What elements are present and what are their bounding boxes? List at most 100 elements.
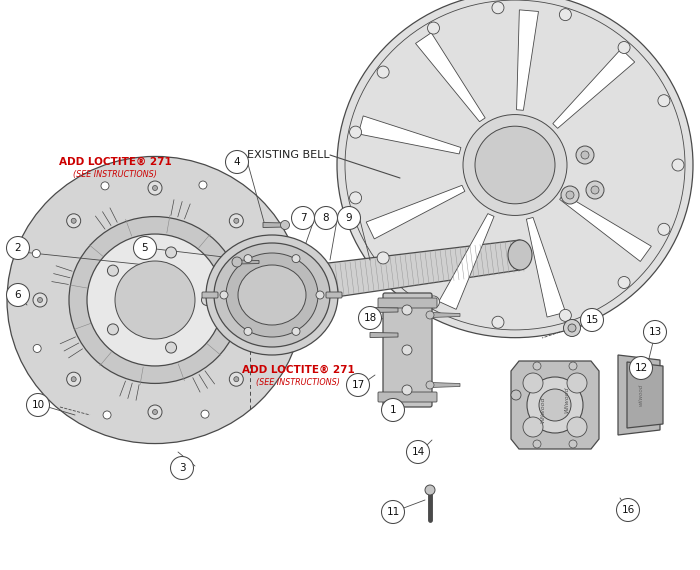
Polygon shape bbox=[627, 362, 663, 428]
Circle shape bbox=[316, 291, 324, 299]
Circle shape bbox=[658, 223, 670, 235]
Circle shape bbox=[38, 298, 43, 303]
Polygon shape bbox=[366, 185, 465, 239]
Ellipse shape bbox=[238, 265, 306, 325]
Ellipse shape bbox=[7, 156, 303, 443]
Text: 5: 5 bbox=[141, 243, 148, 253]
Circle shape bbox=[220, 291, 228, 299]
Circle shape bbox=[428, 296, 440, 308]
Circle shape bbox=[6, 283, 29, 307]
Text: Wilwood: Wilwood bbox=[564, 387, 570, 413]
Text: (SEE INSTRUCTIONS): (SEE INSTRUCTIONS) bbox=[256, 377, 340, 386]
Text: 7: 7 bbox=[300, 213, 307, 223]
Polygon shape bbox=[430, 382, 460, 388]
Text: ADD LOCTITE® 271: ADD LOCTITE® 271 bbox=[59, 157, 172, 167]
Text: 2: 2 bbox=[15, 243, 21, 253]
Circle shape bbox=[230, 214, 244, 228]
Circle shape bbox=[382, 500, 405, 523]
Circle shape bbox=[291, 206, 314, 230]
Circle shape bbox=[153, 185, 158, 190]
Circle shape bbox=[166, 247, 176, 258]
Circle shape bbox=[71, 218, 76, 223]
Circle shape bbox=[349, 126, 362, 138]
Circle shape bbox=[6, 237, 29, 259]
Polygon shape bbox=[553, 49, 635, 128]
Polygon shape bbox=[430, 312, 460, 317]
Ellipse shape bbox=[527, 377, 583, 433]
Polygon shape bbox=[295, 240, 520, 303]
Circle shape bbox=[269, 247, 276, 255]
Circle shape bbox=[428, 22, 440, 34]
Polygon shape bbox=[526, 217, 566, 317]
Circle shape bbox=[377, 66, 389, 78]
Polygon shape bbox=[237, 260, 259, 264]
Circle shape bbox=[567, 417, 587, 437]
Circle shape bbox=[564, 320, 580, 336]
Circle shape bbox=[66, 372, 80, 386]
Text: (SEE INSTRUCTIONS): (SEE INSTRUCTIONS) bbox=[73, 170, 157, 180]
FancyBboxPatch shape bbox=[202, 292, 218, 298]
Ellipse shape bbox=[539, 389, 571, 421]
Text: wilwood: wilwood bbox=[638, 384, 643, 406]
Circle shape bbox=[629, 356, 652, 380]
Circle shape bbox=[33, 344, 41, 352]
Text: 11: 11 bbox=[386, 507, 400, 517]
Circle shape bbox=[567, 373, 587, 393]
Text: 13: 13 bbox=[648, 327, 662, 337]
Circle shape bbox=[618, 42, 630, 54]
Polygon shape bbox=[358, 116, 461, 154]
FancyBboxPatch shape bbox=[383, 293, 432, 407]
Circle shape bbox=[263, 293, 277, 307]
Circle shape bbox=[672, 159, 684, 171]
Text: 14: 14 bbox=[412, 447, 425, 457]
Text: 12: 12 bbox=[634, 363, 648, 373]
Circle shape bbox=[586, 181, 604, 199]
Polygon shape bbox=[263, 222, 285, 227]
Circle shape bbox=[492, 2, 504, 14]
Circle shape bbox=[559, 310, 571, 321]
Circle shape bbox=[33, 293, 47, 307]
Circle shape bbox=[270, 343, 278, 351]
Circle shape bbox=[107, 324, 118, 335]
Ellipse shape bbox=[87, 234, 223, 366]
Circle shape bbox=[153, 409, 158, 414]
Circle shape bbox=[618, 276, 630, 288]
Circle shape bbox=[199, 181, 207, 189]
Circle shape bbox=[346, 373, 370, 397]
Circle shape bbox=[107, 265, 118, 276]
Ellipse shape bbox=[285, 272, 301, 298]
Ellipse shape bbox=[226, 253, 318, 337]
Text: 10: 10 bbox=[32, 400, 45, 410]
Circle shape bbox=[292, 255, 300, 263]
Text: 6: 6 bbox=[15, 290, 21, 300]
Circle shape bbox=[559, 9, 571, 21]
Text: 8: 8 bbox=[323, 213, 329, 223]
Circle shape bbox=[523, 417, 543, 437]
Text: 3: 3 bbox=[178, 463, 186, 473]
Circle shape bbox=[566, 191, 574, 199]
Circle shape bbox=[27, 393, 50, 417]
Circle shape bbox=[244, 327, 252, 335]
Circle shape bbox=[561, 186, 579, 204]
Circle shape bbox=[230, 372, 244, 386]
Polygon shape bbox=[559, 194, 651, 262]
Circle shape bbox=[337, 206, 360, 230]
Ellipse shape bbox=[206, 235, 338, 355]
Ellipse shape bbox=[115, 261, 195, 339]
Text: ADD LOCTITE® 271: ADD LOCTITE® 271 bbox=[241, 365, 354, 375]
Circle shape bbox=[292, 327, 300, 335]
Circle shape bbox=[148, 181, 162, 195]
Circle shape bbox=[349, 192, 362, 204]
Text: 18: 18 bbox=[363, 313, 377, 323]
Text: 1: 1 bbox=[390, 405, 396, 415]
Circle shape bbox=[234, 218, 239, 223]
FancyBboxPatch shape bbox=[326, 292, 342, 298]
Ellipse shape bbox=[214, 243, 330, 347]
Circle shape bbox=[202, 295, 213, 306]
Polygon shape bbox=[370, 307, 398, 312]
Circle shape bbox=[402, 345, 412, 355]
Circle shape bbox=[32, 250, 41, 258]
Circle shape bbox=[658, 95, 670, 107]
FancyBboxPatch shape bbox=[378, 392, 437, 402]
Polygon shape bbox=[439, 214, 494, 310]
